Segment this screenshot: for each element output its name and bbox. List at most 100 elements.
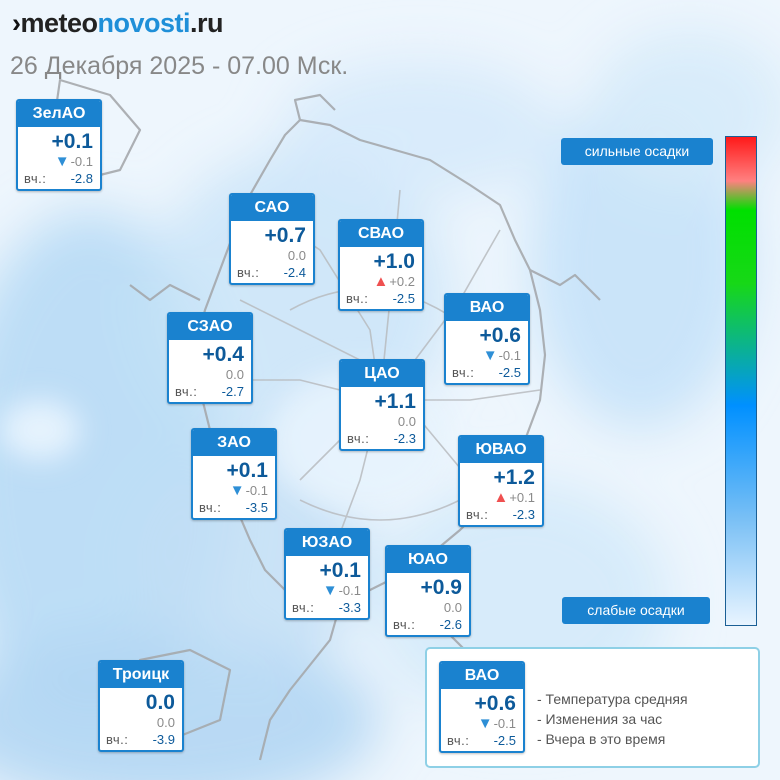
yesterday-label: вч.:	[347, 431, 370, 446]
avg-temperature: +0.9	[420, 576, 462, 599]
hourly-change-value: +0.1	[509, 490, 535, 505]
avg-temperature: 0.0	[145, 691, 175, 714]
district-card[interactable]: ВАО +0.6 ▼-0.1 вч.: -2.5	[444, 293, 530, 385]
logo-text-novosti: novosti	[97, 8, 191, 38]
hourly-change-value: 0.0	[225, 367, 244, 382]
yesterday-row: вч.: -2.4	[231, 264, 313, 283]
yesterday-label: вч.:	[24, 171, 47, 186]
hourly-change: 0.0	[341, 414, 423, 430]
district-card[interactable]: ЮВАО +1.2 ▲+0.1 вч.: -2.3	[458, 435, 544, 527]
district-card[interactable]: ЮЗАО +0.1 ▼-0.1 вч.: -3.3	[284, 528, 370, 620]
district-card[interactable]: Троицк 0.0 0.0 вч.: -3.9	[98, 660, 184, 752]
yesterday-label: вч.:	[346, 291, 369, 306]
hourly-change: 0.0	[169, 367, 251, 383]
avg-temperature: +0.6	[479, 324, 521, 347]
hourly-change: ▼-0.1	[286, 583, 368, 599]
district-card[interactable]: СЗАО +0.4 0.0 вч.: -2.7	[167, 312, 253, 404]
site-logo[interactable]: ›meteonovosti.ru	[12, 8, 224, 39]
district-name: СЗАО	[169, 314, 251, 340]
forecast-datetime: 26 Декабря 2025 - 07.00 Мск.	[10, 52, 349, 80]
trend-down-icon: ▼	[322, 582, 338, 599]
yesterday-value: -3.9	[152, 732, 175, 747]
hourly-change: ▼-0.1	[441, 716, 523, 732]
district-card[interactable]: СВАО +1.0 ▲+0.2 вч.: -2.5	[338, 219, 424, 311]
legend-sample-card[interactable]: ВАО +0.6 ▼-0.1 вч.: -2.5	[439, 661, 525, 753]
yesterday-row: вч.: -2.5	[340, 290, 422, 309]
hourly-change: ▼-0.1	[193, 483, 275, 499]
yesterday-value: -2.4	[283, 265, 306, 280]
hourly-change-value: +0.2	[389, 274, 415, 289]
hourly-change-value: 0.0	[443, 600, 462, 615]
district-name: СВАО	[340, 221, 422, 247]
avg-temperature: +0.1	[51, 130, 93, 153]
scale-label-strong: сильные осадки	[561, 138, 713, 165]
hourly-change-value: -0.1	[338, 583, 361, 598]
hourly-change: 0.0	[387, 600, 469, 616]
hourly-change-value: -0.1	[493, 716, 516, 731]
precipitation-intensity-scale	[725, 136, 757, 626]
district-name: ЗелАО	[18, 101, 100, 127]
hourly-change-value: -0.1	[70, 154, 93, 169]
yesterday-value: -2.3	[393, 431, 416, 446]
district-name: Троицк	[100, 662, 182, 688]
hourly-change: ▲+0.1	[460, 490, 542, 506]
legend-line-yesterday: - Вчера в это время	[537, 731, 666, 747]
avg-temperature: +0.1	[319, 559, 361, 582]
hourly-change-value: 0.0	[287, 248, 306, 263]
yesterday-row: вч.: -3.9	[100, 731, 182, 750]
district-name: САО	[231, 195, 313, 221]
yesterday-label: вч.:	[393, 617, 416, 632]
hourly-change-value: 0.0	[397, 414, 416, 429]
avg-temperature: +0.7	[264, 224, 306, 247]
hourly-change: 0.0	[100, 715, 182, 731]
hourly-change: ▼-0.1	[446, 348, 528, 364]
avg-temperature: +0.6	[474, 692, 516, 715]
district-name: ЮВАО	[460, 437, 542, 463]
district-name: ВАО	[441, 663, 523, 689]
trend-down-icon: ▼	[477, 715, 493, 732]
trend-down-icon: ▼	[54, 153, 70, 170]
district-name: ВАО	[446, 295, 528, 321]
avg-temperature: +0.4	[202, 343, 244, 366]
yesterday-row: вч.: -2.5	[441, 732, 523, 751]
district-name: ЗАО	[193, 430, 275, 456]
legend-line-hour-change: - Изменения за час	[537, 711, 663, 727]
hourly-change: 0.0	[231, 248, 313, 264]
logo-text-meteo: meteo	[20, 8, 99, 38]
yesterday-row: вч.: -2.3	[460, 506, 542, 525]
avg-temperature: +1.0	[373, 250, 415, 273]
yesterday-label: вч.:	[292, 600, 315, 615]
district-name: ЮЗАО	[286, 530, 368, 556]
yesterday-value: -3.5	[245, 500, 268, 515]
yesterday-value: -2.6	[439, 617, 462, 632]
trend-up-icon: ▲	[493, 489, 509, 506]
yesterday-value: -2.7	[221, 384, 244, 399]
yesterday-label: вч.:	[199, 500, 222, 515]
district-card[interactable]: ЦАО +1.1 0.0 вч.: -2.3	[339, 359, 425, 451]
yesterday-label: вч.:	[466, 507, 489, 522]
yesterday-value: -2.5	[392, 291, 415, 306]
legend-line-avg-temp: - Температура средняя	[537, 691, 688, 707]
district-card[interactable]: ЗАО +0.1 ▼-0.1 вч.: -3.5	[191, 428, 277, 520]
district-card[interactable]: ЮАО +0.9 0.0 вч.: -2.6	[385, 545, 471, 637]
avg-temperature: +1.1	[374, 390, 416, 413]
yesterday-row: вч.: -3.3	[286, 599, 368, 618]
legend-box: ВАО +0.6 ▼-0.1 вч.: -2.5 - Температура средн…	[425, 647, 760, 768]
logo-mark: ›	[12, 8, 21, 38]
district-card[interactable]: ЗелАО +0.1 ▼-0.1 вч.: -2.8	[16, 99, 102, 191]
yesterday-row: вч.: -2.5	[446, 364, 528, 383]
hourly-change-value: -0.1	[245, 483, 268, 498]
trend-down-icon: ▼	[482, 347, 498, 364]
yesterday-label: вч.:	[106, 732, 129, 747]
legend-lines: - Температура средняя - Изменения за час…	[537, 689, 688, 749]
district-name: ЮАО	[387, 547, 469, 573]
yesterday-value: -2.5	[493, 733, 516, 748]
yesterday-row: вч.: -2.3	[341, 430, 423, 449]
trend-down-icon: ▼	[229, 482, 245, 499]
yesterday-value: -2.5	[498, 365, 521, 380]
hourly-change: ▲+0.2	[340, 274, 422, 290]
logo-text-domain: .ru	[190, 8, 224, 38]
hourly-change: ▼-0.1	[18, 154, 100, 170]
yesterday-label: вч.:	[452, 365, 475, 380]
district-card[interactable]: САО +0.7 0.0 вч.: -2.4	[229, 193, 315, 285]
